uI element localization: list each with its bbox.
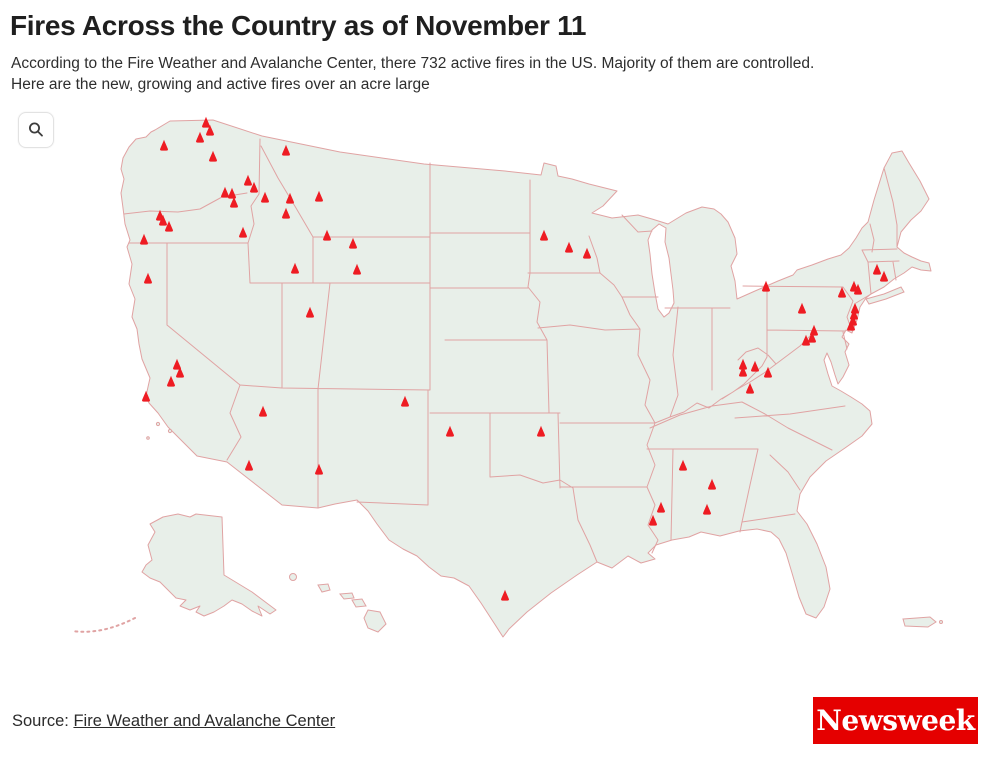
channel-island bbox=[155, 421, 161, 427]
hawaii-kauai bbox=[289, 573, 297, 581]
fire-marker[interactable] bbox=[202, 116, 210, 128]
fire-marker[interactable] bbox=[176, 366, 184, 378]
fire-marker[interactable] bbox=[142, 390, 150, 402]
fire-marker[interactable] bbox=[221, 186, 229, 198]
fire-marker[interactable] bbox=[854, 283, 862, 295]
fire-marker[interactable] bbox=[583, 247, 591, 259]
subtitle-line-1: According to the Fire Weather and Avalan… bbox=[11, 55, 815, 72]
fire-marker[interactable] bbox=[140, 233, 148, 245]
aleutian-islands bbox=[71, 617, 136, 633]
fire-marker[interactable] bbox=[160, 139, 168, 151]
fire-marker[interactable] bbox=[873, 263, 881, 275]
hawaii-big-island bbox=[363, 609, 387, 633]
hawaii-oahu bbox=[317, 583, 331, 593]
fire-marker[interactable] bbox=[315, 190, 323, 202]
fire-marker[interactable] bbox=[196, 131, 204, 143]
channel-island bbox=[167, 428, 173, 434]
state-borders bbox=[123, 138, 900, 563]
fire-marker[interactable] bbox=[167, 375, 175, 387]
fire-marker[interactable] bbox=[802, 334, 810, 346]
source-line: Source: Fire Weather and Avalanche Cente… bbox=[12, 712, 335, 731]
puerto-rico[interactable] bbox=[902, 616, 943, 628]
fire-marker[interactable] bbox=[353, 263, 361, 275]
fire-marker[interactable] bbox=[401, 395, 409, 407]
fire-marker[interactable] bbox=[282, 207, 290, 219]
fire-marker[interactable] bbox=[679, 459, 687, 471]
fire-marker[interactable] bbox=[838, 286, 846, 298]
hawaii-maui bbox=[351, 598, 367, 608]
page-title: Fires Across the Country as of November … bbox=[10, 10, 587, 41]
hawaii-molokai bbox=[339, 592, 355, 600]
channel-island bbox=[146, 436, 150, 440]
fire-marker[interactable] bbox=[657, 501, 665, 513]
newsweek-logo[interactable]: Newsweek bbox=[813, 697, 978, 744]
puerto-rico-main bbox=[902, 616, 937, 628]
subtitle-line-2: Here are the new, growing and active fir… bbox=[11, 76, 430, 93]
fire-marker[interactable] bbox=[501, 589, 509, 601]
fire-marker[interactable] bbox=[245, 459, 253, 471]
fire-marker[interactable] bbox=[847, 319, 855, 331]
fire-marker[interactable] bbox=[565, 241, 573, 253]
fire-marker[interactable] bbox=[739, 365, 747, 377]
fire-marker[interactable] bbox=[323, 229, 331, 241]
puerto-rico-islet bbox=[939, 620, 943, 624]
newsweek-wordmark: Newsweek bbox=[816, 704, 975, 737]
alaska[interactable] bbox=[141, 513, 277, 617]
fire-markers bbox=[140, 116, 888, 601]
fire-marker[interactable] bbox=[746, 382, 754, 394]
fire-marker[interactable] bbox=[173, 358, 181, 370]
fire-marker[interactable] bbox=[230, 196, 238, 208]
fire-marker[interactable] bbox=[808, 331, 816, 343]
source-link[interactable]: Fire Weather and Avalanche Center bbox=[73, 712, 336, 730]
fire-marker[interactable] bbox=[228, 187, 236, 199]
fire-marker[interactable] bbox=[446, 425, 454, 437]
fire-marker[interactable] bbox=[798, 302, 806, 314]
fire-marker[interactable] bbox=[209, 150, 217, 162]
fire-marker[interactable] bbox=[703, 503, 711, 515]
fire-marker[interactable] bbox=[306, 306, 314, 318]
fire-marker[interactable] bbox=[250, 181, 258, 193]
us-mainland[interactable] bbox=[120, 119, 932, 638]
fire-marker[interactable] bbox=[315, 463, 323, 475]
fire-marker[interactable] bbox=[144, 272, 152, 284]
fire-marker[interactable] bbox=[708, 478, 716, 490]
fire-marker[interactable] bbox=[206, 124, 214, 136]
fire-marker[interactable] bbox=[649, 514, 657, 526]
fire-marker[interactable] bbox=[286, 192, 294, 204]
fire-marker[interactable] bbox=[291, 262, 299, 274]
fire-marker[interactable] bbox=[261, 191, 269, 203]
source-prefix: Source: bbox=[12, 712, 74, 730]
fire-marker[interactable] bbox=[259, 405, 267, 417]
fire-marker[interactable] bbox=[537, 425, 545, 437]
fire-marker[interactable] bbox=[244, 174, 252, 186]
fire-marker[interactable] bbox=[349, 237, 357, 249]
fire-marker[interactable] bbox=[282, 144, 290, 156]
fire-marker[interactable] bbox=[165, 220, 173, 232]
fire-marker[interactable] bbox=[739, 358, 747, 370]
fire-marker[interactable] bbox=[880, 270, 888, 282]
fire-marker[interactable] bbox=[762, 280, 770, 292]
fire-marker[interactable] bbox=[540, 229, 548, 241]
search-icon bbox=[29, 122, 43, 137]
hawaii[interactable] bbox=[289, 573, 387, 633]
fire-marker[interactable] bbox=[751, 360, 759, 372]
search-button[interactable] bbox=[18, 112, 54, 148]
fire-marker[interactable] bbox=[764, 366, 772, 378]
long-island bbox=[865, 286, 905, 305]
fire-marker[interactable] bbox=[850, 308, 858, 320]
fire-marker[interactable] bbox=[159, 214, 167, 226]
page-subtitle: According to the Fire Weather and Avalan… bbox=[11, 53, 996, 95]
fire-marker[interactable] bbox=[851, 302, 859, 314]
fire-marker[interactable] bbox=[239, 226, 247, 238]
